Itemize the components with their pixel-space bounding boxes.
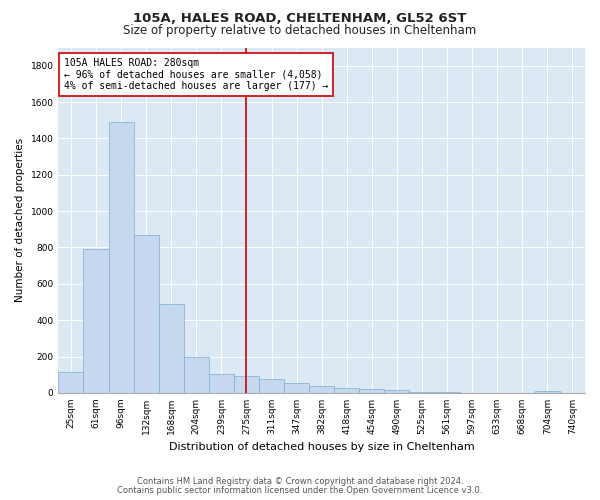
Bar	[434, 392, 460, 393]
Bar	[109, 122, 134, 393]
Bar	[334, 388, 359, 393]
X-axis label: Distribution of detached houses by size in Cheltenham: Distribution of detached houses by size …	[169, 442, 475, 452]
Bar	[535, 392, 560, 393]
Y-axis label: Number of detached properties: Number of detached properties	[15, 138, 25, 302]
Bar	[409, 392, 434, 393]
Text: 105A HALES ROAD: 280sqm
← 96% of detached houses are smaller (4,058)
4% of semi-: 105A HALES ROAD: 280sqm ← 96% of detache…	[64, 58, 328, 91]
Bar	[359, 389, 385, 393]
Text: Contains public sector information licensed under the Open Government Licence v3: Contains public sector information licen…	[118, 486, 482, 495]
Bar	[284, 383, 309, 393]
Bar	[184, 356, 209, 393]
Text: Contains HM Land Registry data © Crown copyright and database right 2024.: Contains HM Land Registry data © Crown c…	[137, 477, 463, 486]
Bar	[83, 250, 109, 393]
Bar	[159, 304, 184, 393]
Bar	[234, 376, 259, 393]
Bar	[385, 390, 409, 393]
Bar	[309, 386, 334, 393]
Text: 105A, HALES ROAD, CHELTENHAM, GL52 6ST: 105A, HALES ROAD, CHELTENHAM, GL52 6ST	[133, 12, 467, 26]
Bar	[259, 380, 284, 393]
Bar	[134, 235, 159, 393]
Bar	[58, 372, 83, 393]
Text: Size of property relative to detached houses in Cheltenham: Size of property relative to detached ho…	[124, 24, 476, 37]
Bar	[209, 374, 234, 393]
